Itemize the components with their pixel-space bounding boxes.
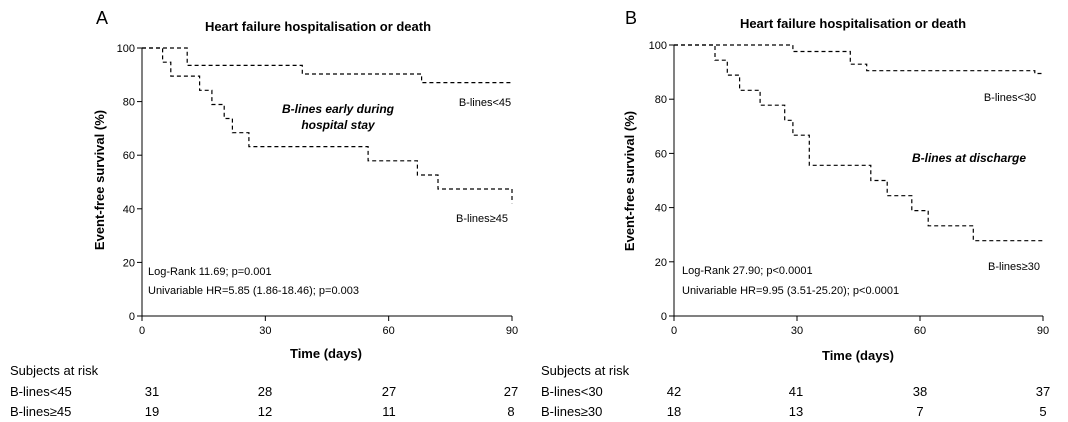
y-tick-label: 0 [661,311,667,323]
series-label-low: B-lines<45 [459,97,511,109]
survival-curves [142,47,513,204]
y-axis-title: Event-free survival (%) [92,110,107,250]
x-tick-label: 60 [383,325,395,337]
y-tick-label: 80 [655,94,667,106]
x-tick-label: 30 [259,325,271,337]
x-axis-title: Time (days) [822,348,894,363]
panel-label: B [625,8,637,28]
risk-count: 38 [913,384,927,399]
stats-line-1: Log-Rank 11.69; p=0.001 [148,266,272,278]
axes: 0 20 40 60 80 100 0 30 60 90 [649,40,1049,337]
risk-row-label: B-lines≥45 [10,404,71,419]
annotation-line-1: B-lines early during [282,102,395,116]
risk-count: 27 [382,384,396,399]
risk-table-header: Subjects at risk [10,363,99,378]
risk-count: 41 [789,384,803,399]
risk-count: 42 [667,384,681,399]
annotation-line-1: B-lines at discharge [912,151,1026,165]
survival-curve-high [674,44,1043,242]
stats-line-2: Univariable HR=9.95 (3.51-25.20); p<0.00… [682,285,899,297]
y-tick-label: 60 [123,150,135,162]
x-tick-label: 30 [791,325,803,337]
annotation-line-2: hospital stay [301,118,376,132]
y-tick-label: 40 [655,203,667,215]
x-axis-title: Time (days) [290,346,362,361]
risk-row-label: B-lines<45 [10,384,72,399]
y-tick-label: 80 [123,97,135,109]
y-tick-label: 100 [649,40,667,52]
risk-count: 8 [507,404,514,419]
risk-count: 18 [667,404,681,419]
axes: 0 20 40 60 80 100 0 30 60 90 [117,43,518,337]
y-tick-label: 20 [655,257,667,269]
risk-count: 28 [258,384,272,399]
y-tick-label: 100 [117,43,135,55]
x-tick-label: 0 [139,325,145,337]
risk-count: 19 [145,404,159,419]
y-tick-label: 40 [123,204,135,216]
chart-title: Heart failure hospitalisation or death [205,19,431,34]
series-label-low: B-lines<30 [984,92,1036,104]
y-tick-label: 20 [123,257,135,269]
y-axis-title: Event-free survival (%) [622,111,637,251]
risk-count: 31 [145,384,159,399]
x-tick-label: 0 [671,325,677,337]
x-tick-label: 90 [506,325,518,337]
y-tick-label: 0 [129,311,135,323]
risk-count: 11 [382,404,396,419]
risk-count: 5 [1039,404,1046,419]
risk-row-label: B-lines<30 [541,384,603,399]
risk-count: 12 [258,404,272,419]
risk-row-label: B-lines≥30 [541,404,602,419]
risk-table: Subjects at risk B-lines<45 B-lines≥45 3… [10,363,518,419]
risk-count: 37 [1036,384,1050,399]
x-tick-label: 60 [914,325,926,337]
series-label-high: B-lines≥30 [988,261,1040,273]
survival-curve-low [674,44,1043,75]
chart-title: Heart failure hospitalisation or death [740,16,966,31]
risk-table: Subjects at risk B-lines<30 B-lines≥30 4… [541,363,1050,419]
stats-line-2: Univariable HR=5.85 (1.86-18.46); p=0.00… [148,285,359,297]
x-tick-label: 90 [1037,325,1049,337]
series-label-high: B-lines≥45 [456,213,508,225]
risk-count: 7 [916,404,923,419]
stats-line-1: Log-Rank 27.90; p<0.0001 [682,265,813,277]
survival-curve-low [142,47,512,84]
survival-curve-high [142,47,513,204]
y-tick-label: 60 [655,148,667,160]
risk-count: 13 [789,404,803,419]
panel-b: B Heart failure hospitalisation or death… [541,8,1050,419]
panel-a: A Heart failure hospitalisation or death… [10,8,518,419]
risk-count: 27 [504,384,518,399]
survival-curves [674,44,1043,242]
risk-table-header: Subjects at risk [541,363,630,378]
panel-label: A [96,8,108,28]
